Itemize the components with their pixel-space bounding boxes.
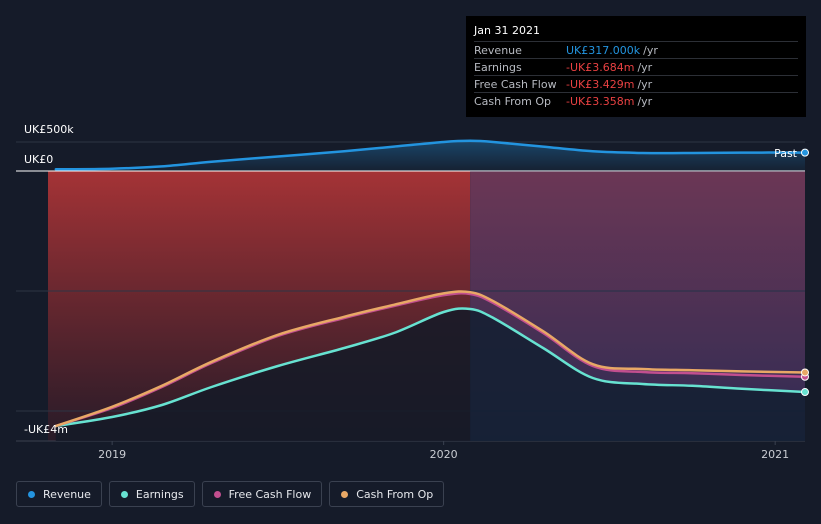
tooltip-value: UK£317.000k <box>566 43 641 57</box>
legend-label: Revenue <box>43 487 91 501</box>
legend-item-cash-from-op[interactable]: Cash From Op <box>329 481 445 507</box>
tooltip-value: -UK£3.684m <box>566 60 635 74</box>
tooltip-row-cash-from-op: Cash From Op -UK£3.358m /yr <box>474 92 798 109</box>
tooltip-unit: /yr <box>637 77 653 91</box>
legend-label: Earnings <box>135 487 184 501</box>
tooltip-label: Cash From Op <box>474 94 552 108</box>
tooltip: Jan 31 2021 Revenue UK£317.000k /yr Earn… <box>466 16 806 117</box>
legend-dot-icon <box>28 490 35 498</box>
past-label: Past <box>774 147 798 160</box>
tooltip-row-free-cash-flow: Free Cash Flow -UK£3.429m /yr <box>474 75 798 92</box>
series-line-earnings <box>54 307 807 428</box>
legend-label: Free Cash Flow <box>228 487 312 501</box>
tooltip-label: Revenue <box>474 43 522 57</box>
legend-label: Cash From Op <box>356 487 434 501</box>
series-line-revenue <box>54 139 807 171</box>
y-tick-label: UK£0 <box>24 153 53 166</box>
tooltip-row-earnings: Earnings -UK£3.684m /yr <box>474 58 798 75</box>
x-tick-label: 2019 <box>98 448 126 461</box>
tooltip-value: -UK£3.429m <box>566 77 635 91</box>
tooltip-value: -UK£3.358m <box>566 94 635 108</box>
legend-item-free-cash-flow[interactable]: Free Cash Flow <box>201 481 323 507</box>
legend-dot-icon <box>341 490 349 498</box>
tooltip-unit: /yr <box>643 43 658 57</box>
series-line-cash-from-op <box>54 290 807 428</box>
y-tick-label: UK£500k <box>24 123 74 136</box>
legend-dot-icon <box>213 490 221 498</box>
tooltip-unit: /yr <box>637 94 653 108</box>
series-line-earnings-end-marker <box>801 388 809 397</box>
series-line-revenue-end-marker <box>801 148 809 157</box>
earnings-area <box>55 308 806 441</box>
x-tick-label: 2020 <box>430 448 458 461</box>
tooltip-label: Free Cash Flow <box>474 77 557 91</box>
y-tick-label: -UK£4m <box>24 423 68 436</box>
revenue-area <box>55 140 806 171</box>
legend-item-revenue[interactable]: Revenue <box>16 481 102 507</box>
tooltip-unit: /yr <box>637 60 653 74</box>
legend: Revenue Earnings Free Cash Flow Cash Fro… <box>16 481 445 507</box>
series-line-cash-from-op-end-marker <box>801 368 809 377</box>
legend-item-earnings[interactable]: Earnings <box>108 481 195 507</box>
past-overlay <box>470 171 805 441</box>
legend-dot-icon <box>120 490 128 498</box>
tooltip-row-revenue: Revenue UK£317.000k /yr <box>474 41 798 58</box>
tooltip-date: Jan 31 2021 <box>474 24 540 37</box>
tooltip-label: Earnings <box>474 60 522 74</box>
x-tick-label: 2021 <box>761 448 789 461</box>
